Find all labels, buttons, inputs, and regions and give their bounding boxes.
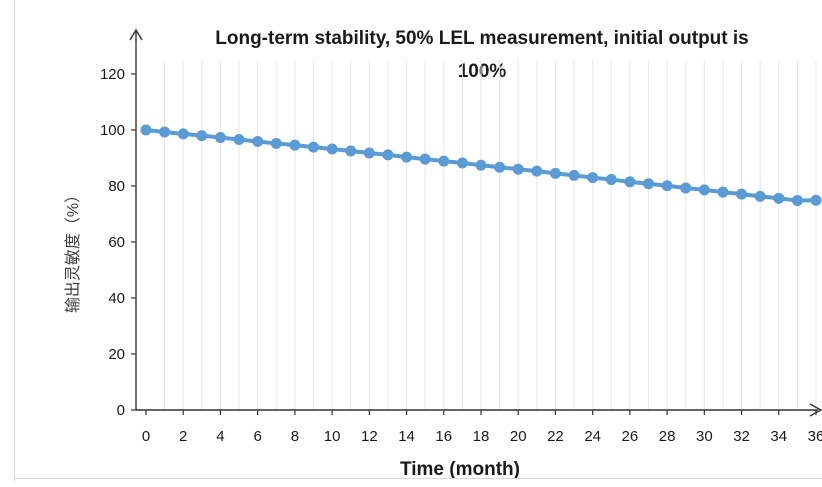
y-axis-arrow xyxy=(129,28,143,41)
data-point-35 xyxy=(791,195,803,207)
data-point-6 xyxy=(252,135,264,147)
x-axis-arrow xyxy=(809,403,822,417)
data-point-18 xyxy=(475,159,487,171)
x-tick-label-2: 2 xyxy=(179,428,187,445)
data-point-0 xyxy=(140,124,152,136)
data-point-15 xyxy=(419,153,431,165)
data-point-36 xyxy=(810,194,822,206)
data-point-34 xyxy=(773,192,785,204)
data-point-28 xyxy=(661,180,673,192)
x-tick-label-32: 32 xyxy=(733,428,750,445)
data-point-33 xyxy=(754,190,766,202)
x-tick-label-20: 20 xyxy=(510,428,527,445)
frame-border-left xyxy=(14,0,15,482)
data-point-31 xyxy=(717,186,729,198)
data-point-5 xyxy=(233,134,245,146)
data-point-1 xyxy=(159,126,171,138)
y-axis-label: 输出灵敏度（%） xyxy=(64,187,82,313)
data-point-17 xyxy=(456,157,468,169)
data-point-9 xyxy=(308,141,319,153)
y-tick-label-100: 100 xyxy=(100,122,125,139)
y-tick-label-60: 60 xyxy=(108,234,125,251)
y-tick-label-120: 120 xyxy=(100,66,125,83)
data-point-20 xyxy=(512,163,524,175)
data-point-32 xyxy=(736,188,748,200)
y-tick-label-40: 40 xyxy=(108,290,125,307)
x-tick-label-12: 12 xyxy=(361,428,378,445)
data-point-10 xyxy=(326,143,338,155)
data-point-7 xyxy=(270,137,282,149)
data-point-16 xyxy=(438,155,450,167)
x-tick-label-0: 0 xyxy=(142,428,150,445)
data-point-27 xyxy=(643,178,654,190)
data-point-21 xyxy=(531,165,543,177)
x-tick-label-24: 24 xyxy=(584,428,601,445)
x-tick-label-30: 30 xyxy=(696,428,713,445)
x-tick-label-22: 22 xyxy=(547,428,564,445)
data-point-30 xyxy=(698,184,710,196)
data-point-14 xyxy=(401,151,413,163)
frame-border-bottom xyxy=(14,478,822,479)
x-tick-label-18: 18 xyxy=(473,428,490,445)
data-point-29 xyxy=(680,182,692,194)
data-point-13 xyxy=(382,149,394,161)
x-tick-label-4: 4 xyxy=(216,428,224,445)
axis-layer xyxy=(129,28,822,417)
x-tick-label-26: 26 xyxy=(622,428,639,445)
data-point-4 xyxy=(214,132,226,144)
data-point-11 xyxy=(345,145,357,157)
x-tick-label-34: 34 xyxy=(770,428,787,445)
data-point-3 xyxy=(196,130,208,142)
y-tick-label-80: 80 xyxy=(108,178,125,195)
x-tick-label-14: 14 xyxy=(398,428,415,445)
data-point-26 xyxy=(624,176,636,188)
y-tick-label-0: 0 xyxy=(117,402,125,419)
x-tick-label-28: 28 xyxy=(659,428,676,445)
x-tick-label-16: 16 xyxy=(435,428,452,445)
data-point-12 xyxy=(363,147,375,159)
x-tick-label-8: 8 xyxy=(291,428,299,445)
x-tick-label-36: 36 xyxy=(808,428,822,445)
chart-title-line-1: Long-term stability, 50% LEL measurement… xyxy=(215,28,749,49)
data-point-23 xyxy=(568,169,580,181)
data-point-25 xyxy=(605,174,617,186)
data-point-8 xyxy=(289,139,301,151)
data-point-19 xyxy=(494,161,506,173)
grid-layer xyxy=(164,60,817,410)
x-axis-label: Time (month) xyxy=(400,459,520,480)
chart-title-line-2: 100% xyxy=(458,61,507,82)
data-point-24 xyxy=(587,172,599,184)
y-tick-label-20: 20 xyxy=(108,346,125,363)
x-tick-label-6: 6 xyxy=(253,428,261,445)
data-point-2 xyxy=(177,128,189,140)
series-layer xyxy=(140,124,822,207)
data-point-22 xyxy=(549,167,561,179)
x-tick-label-10: 10 xyxy=(324,428,341,445)
